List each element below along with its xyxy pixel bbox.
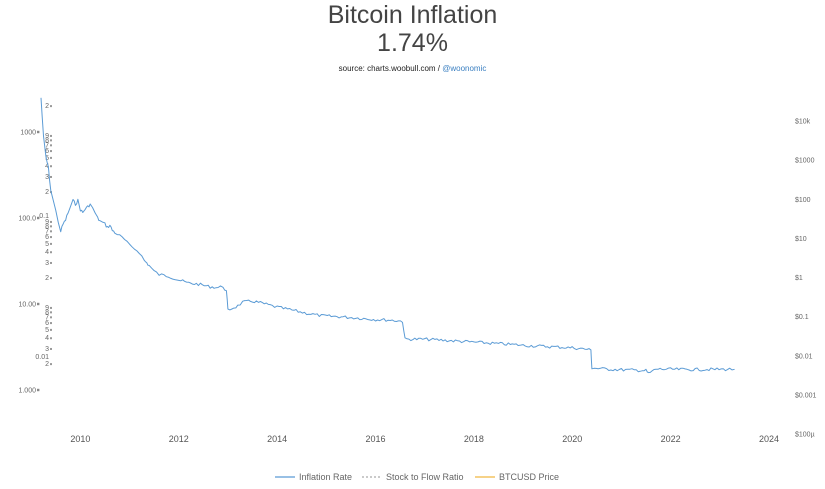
x-tick-label: 2012 [169,434,189,444]
left-axis-minor-label: 7 [45,314,49,321]
right-axis-label: $10 [795,236,807,243]
left-axis-minor-mark [50,322,52,325]
legend-stock-to-flow[interactable]: Stock to Flow Ratio [386,472,464,482]
left-axis-minor-label: 9 [45,219,49,226]
left-axis-minor-label: 8 [45,309,49,316]
chart-subtitle-value: 1.74% [377,29,448,57]
left-axis-minor-mark [50,105,52,108]
left-axis-minor-label: 5 [45,327,49,334]
left-axis-minor-mark [50,236,52,239]
left-axis-minor-label: 5 [45,155,49,162]
source-label: source: charts.woobull.com / [338,64,443,73]
left-axis-label: 100.0 [18,216,36,223]
left-axis-minor-label: 4 [45,163,49,170]
left-axis-minor-label: 2 [45,275,49,282]
x-tick-label: 2018 [464,434,484,444]
left-axis-minor-mark [50,337,52,340]
left-axis-major-mark [37,302,40,306]
left-axis-minor-mark [50,316,52,319]
x-tick-label: 2014 [267,434,287,444]
x-tick-label: 2020 [562,434,582,444]
left-axis-inner-label: 0.1 [39,213,49,220]
left-axis-major-mark [37,216,40,220]
left-axis-major-mark [37,130,40,134]
x-tick-label: 2016 [365,434,385,444]
left-axis-minor-label: 3 [45,346,49,353]
source-handle-link[interactable]: @woonomic [442,64,487,73]
inflation-rate-line[interactable] [40,97,735,374]
right-axis-label: $10k [795,119,811,126]
x-tick-label: 2024 [759,434,779,444]
right-axis: $10k $1000 $100 $10 $1 $0.1 $0.01 $0.001 $100µ [795,119,817,439]
left-axis-minor-label: 8 [45,137,49,144]
left-axis-minor-mark [50,134,52,137]
left-axis-minor-label: 8 [45,223,49,230]
left-axis-minor-label: 9 [45,133,49,140]
right-axis-label: $1 [795,275,803,282]
chart-source: source: charts.woobull.com / @woonomic [0,64,825,73]
left-axis-inner-label: 0.01 [35,354,49,361]
left-axis-minor-mark [50,156,52,159]
x-tick-label: 2022 [661,434,681,444]
left-axis-minor-label: 2 [45,189,49,196]
left-axis-minor-mark [50,277,52,280]
left-axis-minor-mark [50,261,52,264]
left-axis-minor-mark [50,363,52,366]
left-axis-minor-mark [50,230,52,233]
left-axis-minor-label: 2 [45,103,49,110]
left-axis-minor-label: 6 [45,148,49,155]
left-axis-minor-mark [50,144,52,147]
right-axis-label: $0.01 [795,353,813,360]
left-axis-minor-mark [50,220,52,223]
left-axis-minor-mark [50,242,52,245]
left-axis-minor-label: 9 [45,305,49,312]
left-axis-minor-mark [50,139,52,142]
left-axis-minor-label: 4 [45,249,49,256]
left-axis-minor-mark [50,175,52,178]
left-axis-minor-label: 7 [45,228,49,235]
left-axis-minor-label: 3 [45,174,49,181]
left-axis-minor-mark [50,328,52,331]
left-axis-minor-mark [50,347,52,350]
left-axis-minor-label: 4 [45,335,49,342]
right-axis-label: $1000 [795,158,815,165]
left-axis-minor-label: 3 [45,260,49,267]
left-axis-minor-label: 6 [45,234,49,241]
left-axis-minor-mark [50,251,52,254]
right-axis-label: $0.1 [795,314,809,321]
right-axis-label: $100µ [795,432,815,439]
legend: Inflation Rate Stock to Flow Ratio BTCUSD … [275,472,559,482]
left-axis-minor-mark [50,225,52,228]
chart-title: Bitcoin Inflation [327,1,498,29]
left-axis-minor-label: 5 [45,241,49,248]
left-axis-minor-mark [50,306,52,309]
left-axis-label: 1.000 [18,388,36,395]
left-axis: 1000100.010.001.000234567892345678923456… [18,103,52,395]
left-axis-minor-label: 2 [45,361,49,368]
legend-inflation-rate[interactable]: Inflation Rate [299,472,352,482]
left-axis-minor-label: 6 [45,320,49,327]
left-axis-major-mark [37,388,40,392]
series-layer [40,97,735,374]
right-axis-label: $100 [795,197,811,204]
left-axis-label: 10.00 [18,302,36,309]
left-axis-minor-mark [50,311,52,314]
left-axis-label: 1000 [20,130,36,137]
x-axis: 2010 2012 2014 2016 2018 2020 2022 2024 [70,434,779,444]
left-axis-minor-mark [50,165,52,168]
left-axis-minor-mark [50,150,52,153]
right-axis-label: $0.001 [795,392,817,399]
legend-btcusd-price[interactable]: BTCUSD Price [499,472,559,482]
x-tick-label: 2010 [70,434,90,444]
left-axis-minor-label: 7 [45,142,49,149]
